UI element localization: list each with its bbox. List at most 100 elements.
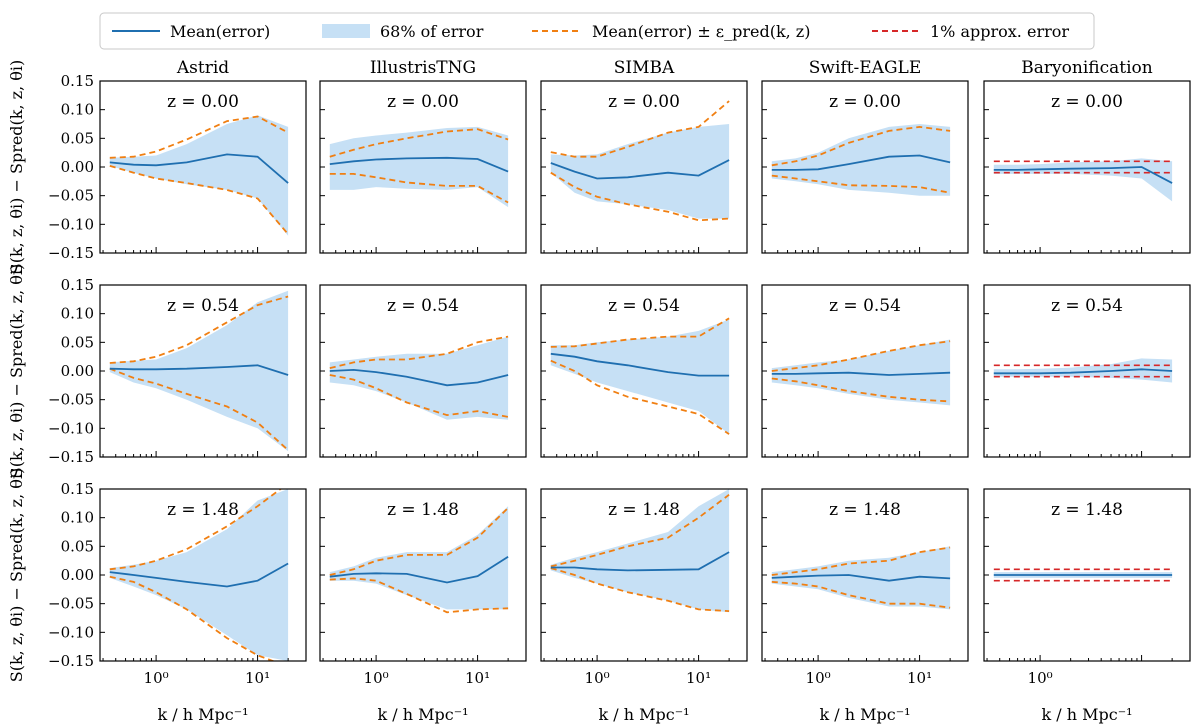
pred-error-line bbox=[771, 377, 951, 403]
pred-error-line bbox=[109, 367, 289, 451]
redshift-label: z = 0.54 bbox=[167, 296, 239, 316]
plot-area bbox=[550, 100, 730, 222]
redshift-label: z = 0.00 bbox=[167, 92, 239, 112]
plot-area bbox=[993, 358, 1173, 383]
legend-mean-label: Mean(error) bbox=[170, 22, 270, 41]
error-band bbox=[109, 489, 289, 661]
error-band bbox=[109, 290, 289, 452]
redshift-label: z = 0.54 bbox=[608, 296, 680, 316]
y-tick-label: 0.10 bbox=[61, 101, 94, 119]
y-axis-label: S(k, z, θi) − Spred(k, z, θi) bbox=[7, 60, 26, 275]
pred-error-line bbox=[329, 507, 509, 576]
panel: z = 0.54 bbox=[319, 284, 527, 458]
y-tick-label: −0.05 bbox=[48, 187, 94, 205]
pred-error-line bbox=[329, 374, 509, 418]
mean-error-line bbox=[550, 551, 730, 572]
error-band bbox=[550, 319, 730, 435]
mean-error-line bbox=[993, 166, 1173, 184]
error-band bbox=[550, 124, 730, 219]
pred-error-line bbox=[329, 172, 509, 204]
x-axis-label: k / h Mpc⁻¹ bbox=[598, 705, 689, 724]
redshift-label: z = 1.48 bbox=[167, 500, 239, 520]
panel: z = 0.00 bbox=[761, 80, 969, 254]
column-title: Astrid bbox=[176, 58, 229, 78]
error-band bbox=[109, 115, 289, 236]
panel: z = 1.48 0.15 0.10 0.05 0.00 −0.05 −0.10 −0.15 1… bbox=[48, 480, 307, 724]
mean-error-line bbox=[109, 562, 289, 588]
y-tick-label: −0.15 bbox=[48, 652, 94, 670]
x-tick-label: 10⁰ bbox=[364, 669, 389, 687]
panel: z = 0.00 bbox=[319, 80, 527, 254]
error-band bbox=[771, 546, 951, 610]
y-tick-label: 0.05 bbox=[61, 129, 94, 147]
panel: z = 1.48 10⁰ 10¹ k / h Mpc⁻¹ bbox=[540, 488, 748, 724]
error-band bbox=[329, 506, 509, 610]
panel: z = 1.48 10⁰ 10¹ k / h Mpc⁻¹ bbox=[761, 488, 969, 724]
legend-band-swatch bbox=[322, 24, 370, 38]
y-axis-label: S(k, z, θi) − Spred(k, z, θi) bbox=[7, 264, 26, 479]
y-tick-label: 0.00 bbox=[61, 566, 94, 584]
x-tick-label: 10⁰ bbox=[1028, 669, 1053, 687]
mean-error-line bbox=[329, 368, 509, 387]
mean-error-line bbox=[550, 159, 730, 180]
redshift-label: z = 0.00 bbox=[387, 92, 459, 112]
pred-error-line bbox=[109, 295, 289, 364]
y-tick-label: −0.15 bbox=[48, 448, 94, 466]
panel: z = 0.54 bbox=[540, 284, 748, 458]
column-title: SIMBA bbox=[614, 58, 675, 78]
pred-error-line bbox=[109, 489, 283, 571]
y-tick-label: −0.10 bbox=[48, 215, 94, 233]
x-tick-label: 10⁰ bbox=[144, 669, 169, 687]
redshift-label: z = 0.54 bbox=[387, 296, 459, 316]
y-tick-label: −0.05 bbox=[48, 595, 94, 613]
legend: Mean(error) 68% of error Mean(error) ± ε… bbox=[99, 12, 1095, 50]
mean-error-line bbox=[993, 368, 1173, 375]
y-tick-label: 0.05 bbox=[61, 333, 94, 351]
pred-error-line bbox=[329, 335, 509, 369]
pred-error-line bbox=[771, 174, 951, 194]
mean-error-line bbox=[771, 154, 951, 171]
x-axis-label: k / h Mpc⁻¹ bbox=[1041, 705, 1132, 724]
panel: z = 0.54 0.15 0.10 0.05 0.00 −0.05 −0.10 −0.15 bbox=[48, 276, 307, 466]
mean-error-line bbox=[550, 352, 730, 377]
error-band bbox=[329, 336, 509, 420]
error-band bbox=[550, 489, 730, 613]
mean-error-line bbox=[329, 555, 509, 584]
plot-area bbox=[550, 489, 730, 613]
pred-error-line bbox=[771, 546, 951, 576]
error-band bbox=[993, 358, 1173, 383]
pred-error-line bbox=[550, 171, 730, 222]
column-title: Baryonification bbox=[1021, 58, 1152, 78]
redshift-label: z = 0.00 bbox=[608, 92, 680, 112]
pred-error-line bbox=[550, 567, 730, 612]
pred-error-line bbox=[771, 125, 951, 167]
x-tick-label: 10¹ bbox=[245, 669, 270, 687]
error-band bbox=[329, 126, 509, 208]
x-tick-label: 10⁰ bbox=[585, 669, 610, 687]
legend-band-label: 68% of error bbox=[380, 22, 484, 41]
panel: z = 1.48 10⁰ 10¹ k / h Mpc⁻¹ bbox=[319, 488, 527, 724]
plot-area bbox=[109, 489, 289, 661]
panel: z = 1.48 10⁰ k / h Mpc⁻¹ bbox=[983, 488, 1191, 724]
mean-error-line bbox=[109, 364, 289, 376]
pred-error-line bbox=[550, 493, 730, 568]
x-tick-label: 10¹ bbox=[907, 669, 932, 687]
pred-error-line bbox=[550, 100, 730, 158]
y-tick-label: 0.00 bbox=[61, 158, 94, 176]
redshift-label: z = 0.00 bbox=[1051, 92, 1123, 112]
panel: z = 0.00 0.15 0.10 0.05 0.00 −0.05 −0.10 −0.15 bbox=[48, 72, 307, 262]
error-band bbox=[993, 158, 1173, 202]
pred-error-line bbox=[550, 359, 730, 435]
plot-area bbox=[329, 335, 509, 420]
pred-error-line bbox=[109, 575, 276, 661]
y-tick-label: 0.10 bbox=[61, 509, 94, 527]
y-tick-label: −0.10 bbox=[48, 623, 94, 641]
plot-area bbox=[109, 290, 289, 452]
x-tick-label: 10¹ bbox=[465, 669, 490, 687]
x-axis-label: k / h Mpc⁻¹ bbox=[377, 705, 468, 724]
y-tick-label: 0.15 bbox=[61, 276, 94, 294]
redshift-label: z = 0.00 bbox=[829, 92, 901, 112]
y-axis-label: S(k, z, θi) − Spred(k, z, θi) bbox=[7, 468, 26, 683]
plot-area bbox=[993, 568, 1173, 582]
